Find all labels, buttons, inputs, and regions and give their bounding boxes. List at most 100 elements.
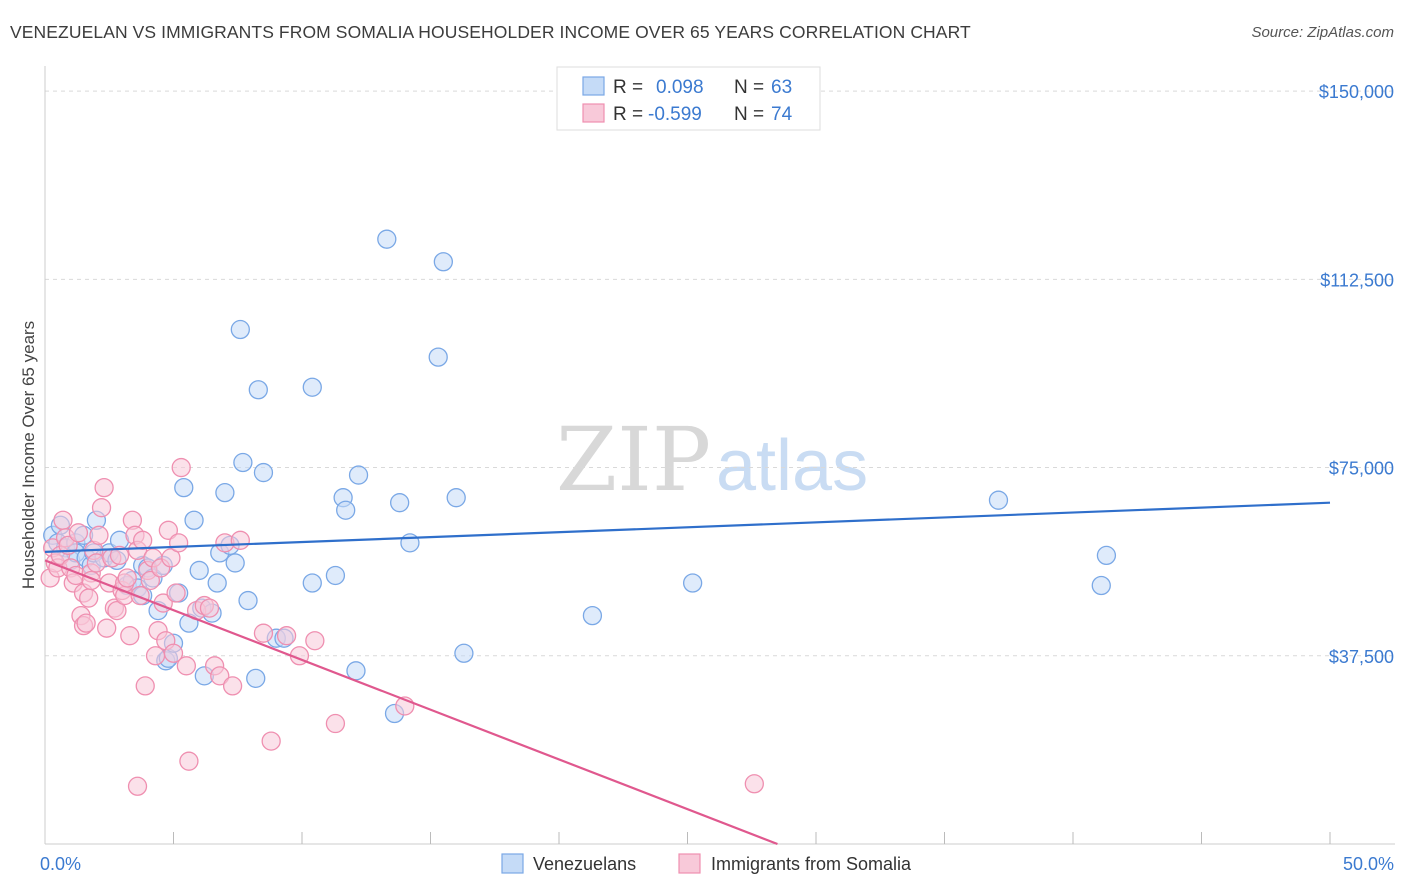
legend-swatch-venezuelans xyxy=(582,76,605,96)
legend-n-label-venezuelans: N = xyxy=(734,77,764,98)
data-point-0-56 xyxy=(377,229,397,249)
data-point-0-64 xyxy=(582,605,603,626)
data-point-0-36 xyxy=(207,573,227,593)
data-point-0-51 xyxy=(325,565,346,586)
data-point-0-38 xyxy=(215,482,235,503)
data-point-1-66 xyxy=(253,623,274,643)
data-point-0-44 xyxy=(246,668,266,689)
series-immigrants-from-somalia xyxy=(40,457,764,796)
data-point-1-24 xyxy=(97,618,117,638)
trend-line-0 xyxy=(44,501,1331,553)
data-point-0-66 xyxy=(988,490,1009,510)
x-tick-label-max: 50.0% xyxy=(1343,854,1394,874)
gridlines xyxy=(45,90,1395,657)
chart-source: Source: ZipAtlas.com xyxy=(1251,24,1394,41)
legend-r-value-venezuelans: 0.098 xyxy=(656,77,704,98)
data-point-1-64 xyxy=(222,676,243,696)
data-point-0-67 xyxy=(1091,575,1111,596)
legend-n-value-venezuelans: 63 xyxy=(771,77,792,98)
data-point-1-68 xyxy=(276,626,297,646)
data-point-1-53 xyxy=(166,583,186,603)
y-tick-label-0: $37,500 xyxy=(1329,647,1394,667)
data-point-0-65 xyxy=(682,573,703,593)
bottom-legend-label-venezuelans: Venezuelans xyxy=(533,854,636,874)
data-point-1-23 xyxy=(94,477,114,498)
data-point-1-11 xyxy=(68,523,89,543)
data-point-0-60 xyxy=(428,347,448,367)
data-point-1-34 xyxy=(120,626,140,646)
data-point-1-60 xyxy=(199,598,220,618)
data-point-0-58 xyxy=(390,493,410,513)
y-tick-label-2: $112,500 xyxy=(1320,270,1394,290)
data-point-0-42 xyxy=(233,452,253,473)
trend-lines xyxy=(44,501,1331,846)
data-point-1-29 xyxy=(109,545,130,566)
data-point-1-50 xyxy=(158,520,179,540)
data-point-1-73 xyxy=(744,774,764,794)
data-point-1-55 xyxy=(171,457,191,478)
data-point-0-55 xyxy=(348,465,369,485)
data-point-0-61 xyxy=(433,252,454,272)
bottom-legend-swatch-venezuelans xyxy=(501,853,524,874)
axes xyxy=(44,66,1395,845)
data-point-1-22 xyxy=(91,498,112,518)
data-point-1-70 xyxy=(305,631,325,651)
data-point-1-54 xyxy=(168,533,189,553)
chart-title: VENEZUELAN VS IMMIGRANTS FROM SOMALIA HO… xyxy=(10,22,971,42)
watermark-zip: ZIP xyxy=(556,408,711,511)
data-point-0-46 xyxy=(253,462,274,483)
data-point-0-31 xyxy=(184,510,204,530)
data-point-0-62 xyxy=(446,488,466,508)
data-point-1-56 xyxy=(176,656,197,676)
data-point-0-41 xyxy=(230,319,250,340)
data-point-0-54 xyxy=(346,661,366,681)
y-tick-labels: $37,500 $75,000 $112,500 $150,000 xyxy=(1319,82,1394,667)
data-point-1-5 xyxy=(53,510,73,530)
data-point-0-68 xyxy=(1096,545,1117,566)
data-point-0-32 xyxy=(189,560,209,581)
data-point-1-67 xyxy=(261,731,281,751)
watermark-atlas: atlas xyxy=(716,426,868,506)
trend-line-1 xyxy=(44,559,778,846)
x-tick-label-min: 0.0% xyxy=(40,854,81,874)
legend-r-label-venezuelans: R = xyxy=(613,77,643,98)
data-point-1-16 xyxy=(79,588,99,608)
data-point-1-40 xyxy=(133,530,153,550)
data-point-0-45 xyxy=(248,380,268,400)
data-point-1-33 xyxy=(117,568,137,588)
data-point-0-29 xyxy=(174,477,194,498)
data-point-0-59 xyxy=(400,533,420,553)
data-point-1-65 xyxy=(230,530,250,550)
legend-n-value-somalia: 74 xyxy=(771,104,793,125)
data-point-1-71 xyxy=(325,713,346,734)
correlation-legend: R = 0.098 N = 63 R = -0.599 N = 74 xyxy=(556,66,821,131)
y-tick-label-1: $75,000 xyxy=(1329,459,1394,479)
legend-r-value-somalia: -0.599 xyxy=(648,104,702,125)
data-point-0-49 xyxy=(302,377,322,397)
series-legend: Venezuelans Immigrants from Somalia xyxy=(501,853,912,874)
data-point-0-50 xyxy=(302,573,322,593)
legend-n-label-somalia: N = xyxy=(734,104,764,125)
data-point-1-51 xyxy=(161,548,181,568)
data-point-0-40 xyxy=(225,553,245,573)
legend-swatch-somalia xyxy=(582,103,605,123)
data-point-1-57 xyxy=(179,751,199,771)
data-point-1-52 xyxy=(163,643,184,663)
data-point-1-41 xyxy=(135,676,155,696)
y-tick-label-3: $150,000 xyxy=(1319,82,1394,102)
data-point-1-15 xyxy=(76,613,96,633)
legend-r-label-somalia: R = xyxy=(613,104,643,125)
data-point-0-43 xyxy=(238,590,258,611)
bottom-legend-label-somalia: Immigrants from Somalia xyxy=(711,854,912,874)
data-point-1-62 xyxy=(210,666,230,686)
data-point-0-53 xyxy=(336,500,356,520)
data-point-0-63 xyxy=(454,643,474,663)
data-point-1-28 xyxy=(107,600,127,621)
data-point-1-38 xyxy=(127,776,148,796)
data-point-1-43 xyxy=(140,570,161,591)
watermark: ZIP atlas xyxy=(556,408,868,511)
y-axis-label: Householder Income Over 65 years xyxy=(19,321,38,589)
data-point-1-21 xyxy=(89,525,109,545)
bottom-legend-swatch-somalia xyxy=(678,853,701,874)
